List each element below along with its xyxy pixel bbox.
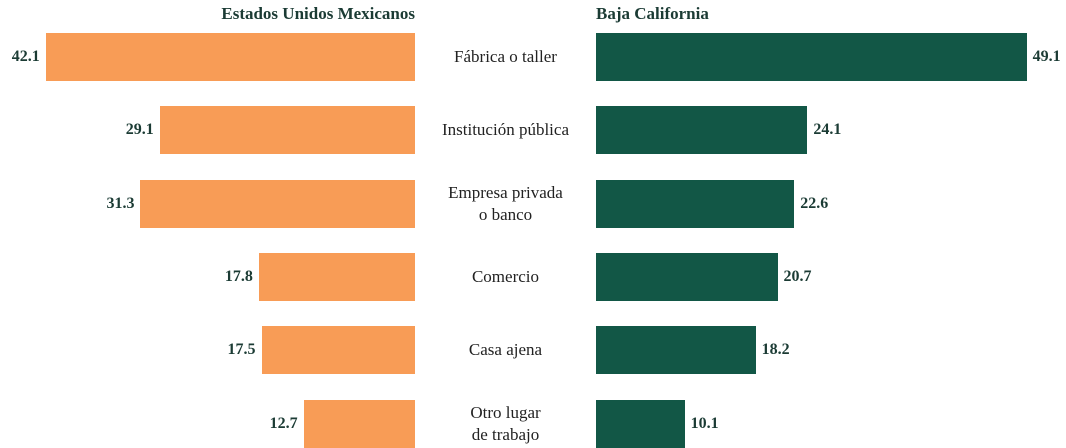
bar (596, 33, 1027, 81)
value-label: 24.1 (813, 121, 842, 139)
bar (596, 399, 685, 448)
bar (596, 106, 808, 155)
bar (261, 326, 415, 375)
bar (596, 179, 795, 228)
category-label: Institución pública (441, 120, 569, 140)
category-label: Empresa privada o banco (448, 182, 563, 224)
category-label: Otro lugar de trabajo (470, 402, 541, 444)
bar (258, 252, 415, 301)
value-label: 18.2 (761, 341, 790, 359)
category-label: Comercio (471, 266, 540, 286)
value-label: 10.1 (690, 414, 719, 432)
bar (140, 179, 415, 228)
bar (303, 399, 415, 448)
value-label: 42.1 (11, 48, 40, 65)
bar (159, 106, 415, 155)
value-label: 49.1 (1032, 48, 1061, 65)
series-title: Estados Unidos Mexicanos (221, 4, 415, 23)
category-label: Casa ajena (468, 340, 543, 360)
value-label: 31.3 (106, 194, 135, 212)
series-title: Baja California (596, 4, 709, 23)
value-label: 22.6 (800, 194, 829, 212)
bar (596, 252, 778, 301)
bar (45, 33, 415, 81)
value-label: 20.7 (783, 267, 812, 285)
value-label: 17.5 (227, 341, 256, 359)
value-label: 29.1 (125, 121, 154, 139)
bar (596, 326, 756, 375)
category-label: Fábrica o taller (454, 47, 557, 66)
value-label: 17.8 (224, 267, 253, 285)
value-label: 12.7 (269, 414, 298, 432)
